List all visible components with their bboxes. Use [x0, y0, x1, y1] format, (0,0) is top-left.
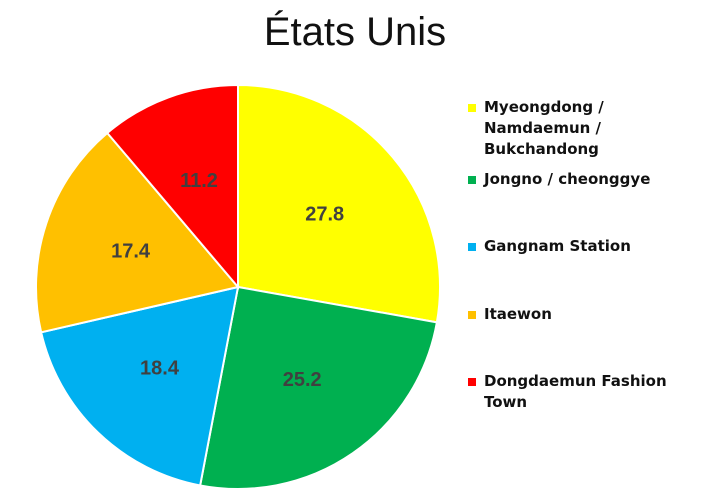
legend-label-myeongdong: Myeongdong / Namdaemun / Bukchandong: [484, 98, 604, 158]
data-label-myeongdong: 27.8: [305, 203, 344, 225]
legend-swatch-myeongdong: [468, 104, 476, 112]
legend-label-dongdaemun: Dongdaemun Fashion Town: [484, 372, 667, 411]
legend-swatch-gangnam: [468, 243, 476, 251]
pie-slice-myeongdong: [237, 83, 441, 324]
pie-slice-gangnam: [39, 285, 240, 487]
legend-label-gangnam: Gangnam Station: [484, 237, 631, 255]
pie-slice-jongno: [198, 285, 439, 490]
pie-slice-itaewon: [35, 131, 240, 334]
data-label-dongdaemun: 11.2: [180, 170, 218, 192]
legend-swatch-dongdaemun: [468, 378, 476, 386]
data-label-gangnam: 18.4: [140, 358, 180, 380]
legend-swatch-jongno: [468, 176, 476, 184]
legend-label-jongno: Jongno / cheonggye: [484, 170, 651, 188]
legend-swatch-itaewon: [468, 311, 476, 319]
chart-title: États Unis: [263, 10, 447, 54]
data-label-itaewon: 17.4: [111, 240, 151, 262]
pie-slice-dongdaemun: [105, 83, 239, 290]
legend-label-itaewon: Itaewon: [484, 305, 552, 323]
data-label-jongno: 25.2: [283, 369, 322, 391]
